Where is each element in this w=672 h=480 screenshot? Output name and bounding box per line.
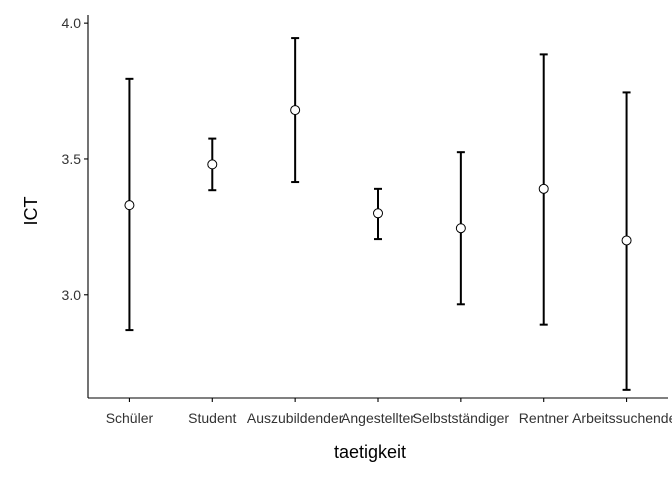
error-bar: [290, 37, 301, 184]
x-tick-label: Student: [188, 410, 236, 426]
mean-point: [207, 159, 218, 170]
error-bar: [373, 187, 383, 241]
y-tick-label: 3.5: [62, 151, 82, 167]
mean-point: [621, 235, 632, 246]
x-axis-title: taetigkeit: [334, 442, 406, 462]
error-bar: [621, 91, 632, 391]
error-bar: [207, 137, 218, 192]
mean-point: [373, 208, 383, 219]
x-tick-label: Rentner: [519, 410, 569, 426]
y-tick-label: 3.0: [62, 287, 82, 303]
x-tick-label: Auszubildender: [247, 410, 344, 426]
mean-point: [124, 200, 135, 211]
mean-point: [290, 105, 301, 116]
x-tick-label: Arbeitssuchender: [572, 410, 672, 426]
mean-point: [455, 223, 466, 234]
x-tick-label: Angestellter: [341, 410, 415, 426]
x-tick-label: Selbstständiger: [413, 410, 510, 426]
marks: [124, 37, 632, 391]
error-bar: [538, 53, 549, 326]
mean-point: [538, 183, 549, 194]
x-tick-label: Schüler: [106, 410, 154, 426]
y-ticks: 3.0 3.5 4.0: [62, 15, 88, 303]
y-tick-label: 4.0: [62, 15, 82, 31]
y-axis-title: ICT: [21, 197, 41, 226]
error-bar: [124, 77, 135, 332]
error-bar: [455, 151, 466, 306]
x-ticks: Schüler Student AuszubildenderAngestellter…: [106, 398, 672, 426]
